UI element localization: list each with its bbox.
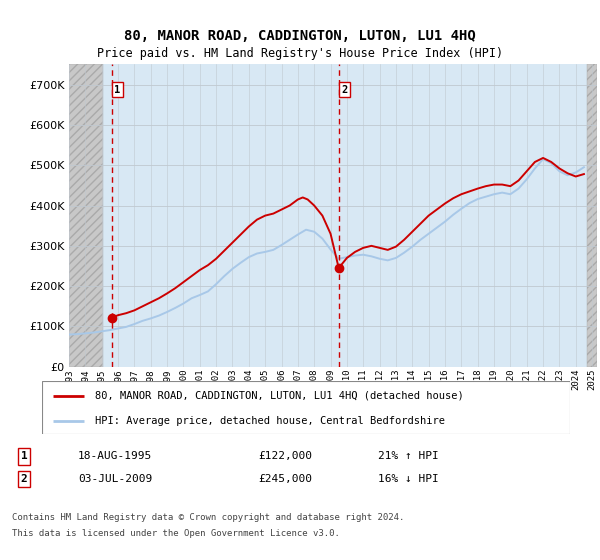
Text: 80, MANOR ROAD, CADDINGTON, LUTON, LU1 4HQ: 80, MANOR ROAD, CADDINGTON, LUTON, LU1 4… xyxy=(124,29,476,44)
Text: 18-AUG-1995: 18-AUG-1995 xyxy=(78,451,152,461)
Bar xyxy=(69,64,103,367)
Text: £122,000: £122,000 xyxy=(258,451,312,461)
Text: 2: 2 xyxy=(341,85,347,95)
Text: 21% ↑ HPI: 21% ↑ HPI xyxy=(378,451,439,461)
Text: Price paid vs. HM Land Registry's House Price Index (HPI): Price paid vs. HM Land Registry's House … xyxy=(97,46,503,60)
Text: 2: 2 xyxy=(20,474,28,484)
Text: 1: 1 xyxy=(115,85,121,95)
Text: 80, MANOR ROAD, CADDINGTON, LUTON, LU1 4HQ (detached house): 80, MANOR ROAD, CADDINGTON, LUTON, LU1 4… xyxy=(95,391,464,401)
Text: £245,000: £245,000 xyxy=(258,474,312,484)
Text: Contains HM Land Registry data © Crown copyright and database right 2024.: Contains HM Land Registry data © Crown c… xyxy=(12,514,404,522)
Text: 1: 1 xyxy=(20,451,28,461)
Bar xyxy=(587,64,597,367)
Text: HPI: Average price, detached house, Central Bedfordshire: HPI: Average price, detached house, Cent… xyxy=(95,416,445,426)
Text: 03-JUL-2009: 03-JUL-2009 xyxy=(78,474,152,484)
Text: This data is licensed under the Open Government Licence v3.0.: This data is licensed under the Open Gov… xyxy=(12,529,340,538)
Text: 16% ↓ HPI: 16% ↓ HPI xyxy=(378,474,439,484)
